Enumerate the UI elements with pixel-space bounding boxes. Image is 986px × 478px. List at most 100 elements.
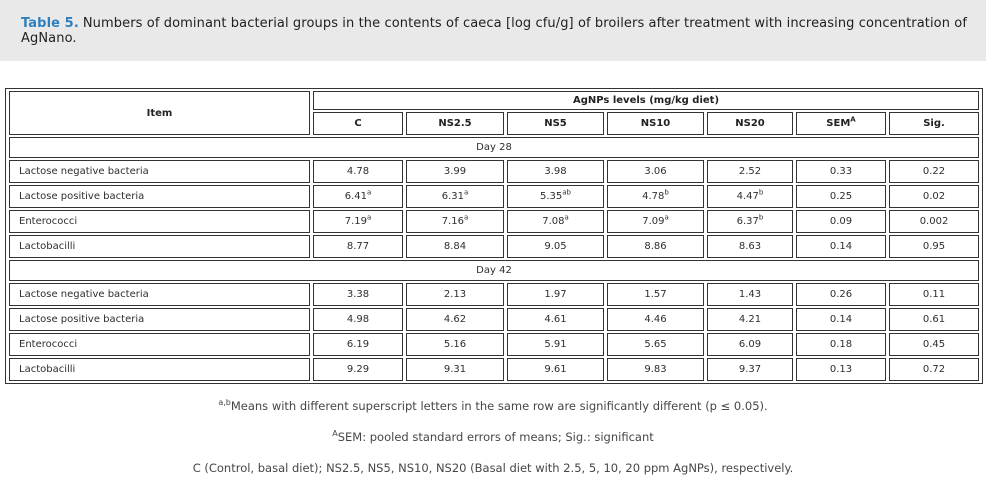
row-item-label: Enterococci <box>9 333 310 356</box>
section-label: Day 28 <box>9 137 980 158</box>
value-cell: 7.08a <box>507 210 604 233</box>
value-cell: 3.98 <box>507 160 604 183</box>
value-cell: 4.98 <box>313 308 403 331</box>
agnps-levels-header: AgNPs levels (mg/kg diet) <box>313 91 980 110</box>
footnote-2-text: SEM: pooled standard errors of means; Si… <box>337 430 654 444</box>
column-header-ns10: NS10 <box>607 112 704 135</box>
value-cell: 1.97 <box>507 283 604 306</box>
column-header-sem: SEMA <box>796 112 886 135</box>
footnote-sem-definition: ASEM: pooled standard errors of means; S… <box>0 430 986 444</box>
row-item-label: Lactose negative bacteria <box>9 283 310 306</box>
value-cell: 2.13 <box>406 283 504 306</box>
bacteria-groups-table: Item AgNPs levels (mg/kg diet) C NS2.5 NS5… <box>5 88 984 384</box>
row-item-label: Lactobacilli <box>9 358 310 381</box>
table-row: Enterococci 6.19 5.16 5.91 5.65 6.09 0.18 0.45 <box>9 333 980 356</box>
table-row: Enterococci 7.19a 7.16a 7.08a 7.09a 6.37b 0.09… <box>9 210 980 233</box>
value-cell: 0.25 <box>796 185 886 208</box>
section-row: Day 42 <box>9 260 980 281</box>
table-caption-text: Numbers of dominant bacterial groups in … <box>21 15 968 46</box>
value-cell: 0.11 <box>889 283 980 306</box>
value-cell: 0.09 <box>796 210 886 233</box>
value-cell: 4.78b <box>607 185 704 208</box>
row-item-label: Lactose positive bacteria <box>9 308 310 331</box>
value-cell: 9.83 <box>607 358 704 381</box>
value-cell: 8.77 <box>313 235 403 258</box>
value-cell: 9.05 <box>507 235 604 258</box>
value-cell: 0.61 <box>889 308 980 331</box>
row-item-label: Enterococci <box>9 210 310 233</box>
value-cell: 7.19a <box>313 210 403 233</box>
row-item-label: Lactobacilli <box>9 235 310 258</box>
footnote-2-sup: A <box>332 429 338 439</box>
value-cell: 4.61 <box>507 308 604 331</box>
column-header-ns2-5: NS2.5 <box>406 112 504 135</box>
footnotes: a,bMeans with different superscript lett… <box>0 399 986 475</box>
table-caption: Table 5. Numbers of dominant bacterial gr… <box>21 16 986 46</box>
table-row: Lactose negative bacteria 3.38 2.13 1.97 1.5… <box>9 283 980 306</box>
value-cell: 8.84 <box>406 235 504 258</box>
value-cell: 0.72 <box>889 358 980 381</box>
value-cell: 4.62 <box>406 308 504 331</box>
column-header-ns20: NS20 <box>707 112 793 135</box>
table-row: Lactobacilli 9.29 9.31 9.61 9.83 9.37 0.13 0.72 <box>9 358 980 381</box>
footnote-1-sup: a,b <box>218 398 231 408</box>
value-cell: 0.14 <box>796 308 886 331</box>
value-cell: 5.91 <box>507 333 604 356</box>
value-cell: 0.95 <box>889 235 980 258</box>
value-cell: 1.57 <box>607 283 704 306</box>
column-header-ns5: NS5 <box>507 112 604 135</box>
value-cell: 0.18 <box>796 333 886 356</box>
value-cell: 3.99 <box>406 160 504 183</box>
group-header-row: Item AgNPs levels (mg/kg diet) <box>9 91 980 135</box>
value-cell: 5.16 <box>406 333 504 356</box>
value-cell: 9.31 <box>406 358 504 381</box>
value-cell: 0.45 <box>889 333 980 356</box>
value-cell: 4.46 <box>607 308 704 331</box>
row-item-label: Lactose negative bacteria <box>9 160 310 183</box>
footnote-treatment-definition: C (Control, basal diet); NS2.5, NS5, NS1… <box>0 461 986 475</box>
column-header-row: C NS2.5 NS5 NS10 NS20 SEMA Sig. <box>9 112 980 135</box>
table-row: Lactose positive bacteria 6.41a 6.31a 5.35a… <box>9 185 980 208</box>
value-cell: 4.78 <box>313 160 403 183</box>
value-cell: 7.09a <box>607 210 704 233</box>
value-cell: 4.21 <box>707 308 793 331</box>
column-header-c: C <box>313 112 403 135</box>
table-body: Day 28 Lactose negative bacteria 4.78 3.99 3… <box>9 137 980 381</box>
value-cell: 0.14 <box>796 235 886 258</box>
section-row: Day 28 <box>9 137 980 158</box>
value-cell: 6.09 <box>707 333 793 356</box>
table-row: Lactose positive bacteria 4.98 4.62 4.61 4.4… <box>9 308 980 331</box>
value-cell: 0.02 <box>889 185 980 208</box>
value-cell: 0.13 <box>796 358 886 381</box>
section-label: Day 42 <box>9 260 980 281</box>
value-cell: 9.37 <box>707 358 793 381</box>
value-cell: 5.65 <box>607 333 704 356</box>
value-cell: 3.38 <box>313 283 403 306</box>
footnote-1-text: Means with different superscript letters… <box>230 399 768 413</box>
item-column-header: Item <box>9 91 310 135</box>
value-cell: 0.33 <box>796 160 886 183</box>
value-cell: 6.41a <box>313 185 403 208</box>
value-cell: 0.002 <box>889 210 980 233</box>
footnote-3-text: C (Control, basal diet); NS2.5, NS5, NS1… <box>192 461 794 475</box>
table-caption-band: Table 5. Numbers of dominant bacterial gr… <box>0 0 986 61</box>
value-cell: 9.61 <box>507 358 604 381</box>
value-cell: 6.19 <box>313 333 403 356</box>
value-cell: 0.26 <box>796 283 886 306</box>
value-cell: 8.63 <box>707 235 793 258</box>
value-cell: 7.16a <box>406 210 504 233</box>
value-cell: 0.22 <box>889 160 980 183</box>
value-cell: 2.52 <box>707 160 793 183</box>
value-cell: 4.47b <box>707 185 793 208</box>
value-cell: 8.86 <box>607 235 704 258</box>
table-row: Lactose negative bacteria 4.78 3.99 3.98 3.0… <box>9 160 980 183</box>
footnote-superscript-meaning: a,bMeans with different superscript lett… <box>0 399 986 413</box>
value-cell: 3.06 <box>607 160 704 183</box>
value-cell: 1.43 <box>707 283 793 306</box>
table-row: Lactobacilli 8.77 8.84 9.05 8.86 8.63 0.14 0.95 <box>9 235 980 258</box>
value-cell: 9.29 <box>313 358 403 381</box>
table-container: Item AgNPs levels (mg/kg diet) C NS2.5 NS5… <box>0 61 986 384</box>
value-cell: 6.37b <box>707 210 793 233</box>
table-caption-label: Table 5. <box>21 15 79 31</box>
value-cell: 6.31a <box>406 185 504 208</box>
